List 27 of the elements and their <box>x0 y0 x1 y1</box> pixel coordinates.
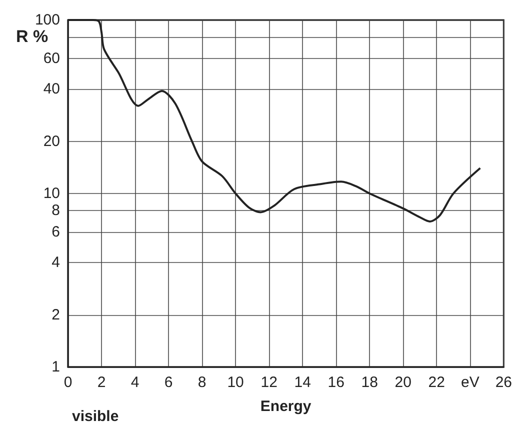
text: visible <box>72 408 119 425</box>
x-tick-label: 0 <box>64 374 72 391</box>
y-tick-label: 1 <box>52 358 60 376</box>
y-tick-label: 20 <box>43 132 60 150</box>
x-tick-label: 18 <box>361 374 378 391</box>
x-tick-label: 6 <box>164 374 173 391</box>
y-tick-label: 4 <box>52 254 60 272</box>
x-tick-label: 8 <box>198 374 206 391</box>
x-tick-label: 12 <box>260 374 278 391</box>
y-axis-title: R % <box>16 27 48 46</box>
x-tick-label: 10 <box>227 374 244 391</box>
y-tick-label: 40 <box>43 80 60 98</box>
y-tick-label: 2 <box>52 306 60 324</box>
x-tick-label: 26 <box>495 374 512 391</box>
x-tick-label: 20 <box>394 374 412 391</box>
y-tick-label: 100 <box>34 12 60 28</box>
x-tick-label: 4 <box>130 374 140 391</box>
x-axis-title: Energy <box>260 398 312 415</box>
x-tick-label: 14 <box>294 374 311 391</box>
y-tick-label: 8 <box>52 202 60 219</box>
x-tick-label: 2 <box>97 374 106 391</box>
x-tick-label: 22 <box>428 374 445 391</box>
x-tick-label: 16 <box>328 374 344 391</box>
x-tick-label: eV <box>460 374 480 391</box>
y-tick-label: 60 <box>43 50 60 67</box>
y-tick-label: 6 <box>52 223 60 240</box>
y-tick-label: 10 <box>43 185 60 202</box>
